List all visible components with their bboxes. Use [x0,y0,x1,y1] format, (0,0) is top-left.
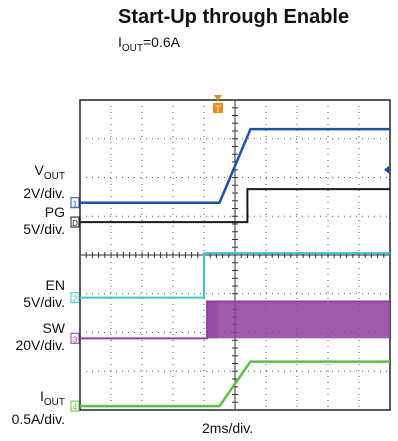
vout-channel-marker [70,197,80,209]
sw-switching-band [207,301,390,339]
trigger-level-marker [384,165,389,174]
pg-label: PG 5V/div. [23,204,65,237]
chart-subtitle: IOUT=0.6A [118,34,180,54]
en-channel-marker [70,292,80,304]
en-label: EN 5V/div. [23,277,65,310]
timebase-label: 2ms/div. [202,420,254,436]
trigger-position-marker [213,95,222,101]
iout-label: IOUT 0.5A/div. [11,388,65,427]
vout-trace [80,127,390,204]
pg-trace [80,188,390,224]
sw-label: SW 20V/div. [15,320,65,353]
trigger-marker-label: T [215,104,221,114]
sw-channel-marker-label: 3 [73,335,78,344]
sw-channel-marker [70,332,80,344]
iout-channel-marker-label: 4 [73,403,78,412]
pg-channel-marker-label: D [72,219,78,228]
pg-channel-marker [70,216,80,228]
en-trace [80,252,390,299]
iout-channel-marker [70,400,80,412]
chart-title: Start-Up through Enable [118,6,350,28]
vout-channel-marker-label: 1 [73,200,78,209]
iout-trace [80,360,390,408]
en-channel-marker-label: 2 [73,295,78,304]
sw-trace [80,300,390,340]
vout-label: VOUT 2V/div. [23,162,65,201]
trigger-marker-box [212,103,223,113]
